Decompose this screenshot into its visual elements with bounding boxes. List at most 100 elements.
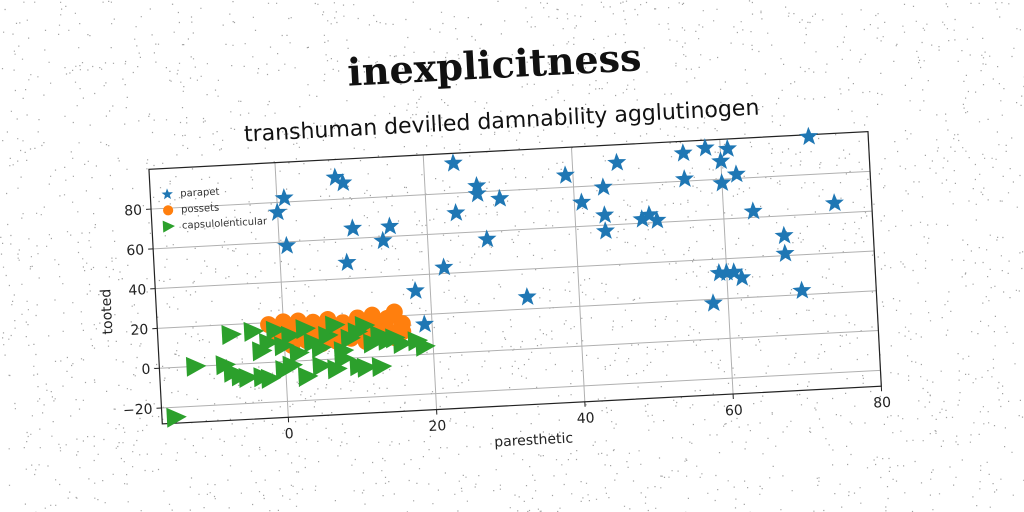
parapet-point	[647, 210, 667, 229]
parapet-point	[443, 153, 463, 172]
parapet-point	[595, 205, 615, 224]
parapet-point	[593, 177, 613, 196]
capsulolenticular-point	[334, 349, 355, 370]
parapet-point	[717, 138, 737, 158]
parapet-point	[277, 235, 297, 255]
capsulolenticular-point	[295, 319, 316, 340]
parapet-point	[572, 192, 592, 211]
parapet-point	[405, 280, 425, 300]
y-axis-label: tooted	[98, 288, 116, 334]
parapet-point	[703, 293, 723, 312]
parapet-point	[743, 201, 763, 220]
parapet-point	[337, 252, 357, 272]
legend-label-capsulolenticular: capsulolenticular	[182, 216, 269, 231]
capsulolenticular-point	[392, 334, 414, 354]
parapet-point	[799, 126, 819, 146]
parapet-point	[477, 229, 497, 248]
x-tick-label: 20	[428, 418, 447, 435]
y-tick-label: 80	[124, 203, 143, 220]
capsulolenticular-point	[166, 407, 187, 428]
parapet-point	[343, 218, 363, 237]
capsulolenticular-point	[274, 336, 295, 357]
x-tick-label: 40	[576, 410, 595, 427]
capsulolenticular-point	[327, 359, 348, 380]
parapet-point	[333, 173, 353, 192]
parapet-point	[824, 193, 844, 212]
legend-item-parapet: parapet	[161, 187, 220, 200]
capsulolenticular-point	[243, 321, 265, 342]
capsulolenticular-point	[282, 355, 304, 376]
parapet-point	[607, 152, 627, 172]
possets-legend-marker	[163, 205, 174, 216]
parapet-point	[434, 257, 454, 276]
legend: parapet possets capsulolenticular	[161, 187, 269, 233]
y-grid-line	[151, 170, 871, 210]
legend-marker-parapet	[161, 188, 173, 200]
capsulolenticular-point	[356, 357, 378, 378]
legend-label-parapet: parapet	[180, 187, 220, 200]
capsulolenticular-point	[354, 316, 376, 337]
parapet-point	[446, 203, 466, 222]
capsulolenticular-point	[221, 325, 242, 346]
parapet-legend-marker	[161, 188, 173, 200]
capsulolenticular-point	[311, 338, 332, 359]
parapet-point	[632, 209, 652, 228]
data-marks	[166, 126, 844, 428]
parapet-point	[792, 280, 812, 300]
parapet-point	[555, 165, 575, 184]
parapet-point	[415, 314, 435, 333]
axis-ticks: 0 20 40 60 80 −20 0 20 40 60 80	[123, 203, 892, 443]
parapet-point	[267, 202, 287, 221]
legend-item-possets: possets	[163, 203, 220, 216]
y-tick-label: 60	[126, 242, 145, 259]
parapet-point	[274, 188, 294, 207]
capsulolenticular-point	[289, 343, 310, 364]
parapet-point	[695, 138, 715, 157]
parapet-point	[712, 173, 732, 192]
y-tick-label: −20	[123, 401, 153, 419]
legend-marker-capsulolenticular	[162, 220, 175, 233]
x-grid-line	[570, 147, 586, 402]
parapet-point	[775, 243, 795, 263]
capsulolenticular-point	[312, 356, 333, 377]
capsulolenticular-point	[318, 325, 339, 346]
capsulolenticular-legend-marker	[162, 220, 175, 233]
parapet-point	[517, 287, 537, 306]
capsulolenticular-point	[297, 366, 319, 387]
parapet-point	[467, 183, 487, 203]
parapet-point	[595, 221, 615, 240]
legend-item-capsulolenticular: capsulolenticular	[162, 216, 269, 233]
plot-area: 0 20 40 60 80 −20 0 20 40 60 80 parapet possets ca…	[98, 126, 892, 451]
x-axis-label: paresthetic	[494, 430, 574, 450]
capsulolenticular-point	[259, 333, 280, 354]
parapet-point	[732, 267, 752, 287]
x-tick-label: 80	[873, 395, 892, 412]
series-capsulolenticular	[166, 315, 436, 428]
x-tick-label: 0	[284, 426, 294, 442]
series-parapet	[267, 126, 844, 333]
parapet-point	[490, 188, 510, 208]
parapet-point	[674, 169, 694, 188]
y-grid-line	[161, 369, 881, 409]
capsulolenticular-point	[238, 368, 260, 388]
capsulolenticular-point	[371, 357, 393, 378]
y-grid-line	[153, 210, 873, 250]
capsulolenticular-point	[185, 356, 207, 377]
y-tick-label: 0	[141, 362, 151, 378]
parapet-point	[711, 151, 731, 170]
parapet-point	[673, 143, 693, 162]
parapet-point	[380, 216, 400, 235]
plot-frame	[148, 130, 882, 425]
parapet-point	[373, 230, 393, 250]
capsulolenticular-point	[265, 320, 287, 341]
legend-label-possets: possets	[181, 203, 220, 216]
x-grid-line	[422, 154, 438, 410]
parapet-point	[774, 225, 794, 245]
capsulolenticular-point	[280, 325, 302, 346]
capsulolenticular-point	[260, 368, 282, 389]
capsulolenticular-point	[415, 336, 436, 357]
capsulolenticular-point	[325, 315, 346, 336]
y-tick-label: 20	[130, 322, 149, 339]
y-tick-label: 40	[128, 282, 147, 299]
